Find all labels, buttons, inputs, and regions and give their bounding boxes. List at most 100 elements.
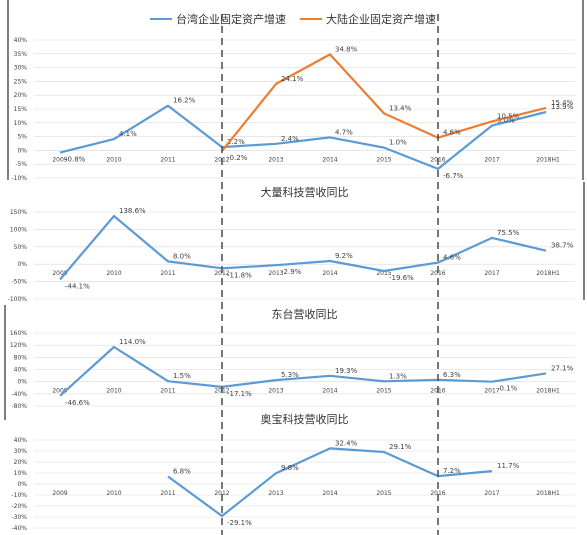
- data-label: 8.0%: [173, 252, 191, 260]
- y-tick-label: 10%: [14, 470, 28, 477]
- x-tick-label: 2017: [484, 156, 499, 163]
- chart-title: 东台营收同比: [272, 307, 338, 321]
- data-label: -19.6%: [389, 274, 414, 282]
- series-line-1: [59, 104, 547, 170]
- y-tick-label: -10%: [11, 175, 27, 182]
- data-label: 9.8%: [281, 464, 299, 472]
- y-tick-label: 15%: [14, 106, 28, 113]
- y-tick-label: 150%: [10, 209, 27, 216]
- series-line-2: [221, 53, 547, 152]
- data-label: 7.2%: [443, 467, 461, 475]
- y-tick-label: -80%: [11, 403, 27, 410]
- chart-panel-4: 奥宝科技营收同比 40% 30% 20% 10% 0% -10% -20% -30% -40% 20…: [11, 412, 575, 532]
- x-tick-label: 2014: [322, 156, 337, 163]
- x-tick-label: 2009: [52, 270, 67, 277]
- x-tick-label: 2015: [376, 388, 391, 395]
- y-tick-label: 5%: [17, 134, 27, 141]
- x-tick-label: 2017: [484, 490, 499, 497]
- data-label: 4.7%: [335, 128, 353, 136]
- data-label: 34.8%: [335, 45, 358, 53]
- data-label: 9.2%: [335, 252, 353, 260]
- data-label: 29.1%: [389, 443, 412, 451]
- data-label: 13.4%: [389, 104, 412, 112]
- data-label: 5.3%: [281, 371, 299, 379]
- data-label: -46.6%: [65, 399, 90, 407]
- data-label: -0.1%: [497, 385, 518, 393]
- x-tick-label: 2010: [106, 388, 121, 395]
- x-tick-label: 2009: [52, 156, 67, 163]
- x-tick-label: 2011: [160, 270, 175, 277]
- x-tick-label: 2017: [484, 388, 499, 395]
- y-tick-label: 35%: [14, 51, 28, 58]
- data-label: 1.5%: [173, 372, 191, 380]
- y-tick-label: 160%: [10, 330, 27, 337]
- data-label: -0.2%: [227, 154, 248, 162]
- x-tick-label: 2013: [268, 156, 283, 163]
- legend-label-2: 大陆企业固定资产增速: [326, 12, 436, 26]
- data-label: 15.4%: [551, 99, 574, 107]
- data-label: 75.5%: [497, 229, 520, 237]
- series-line-1: [59, 214, 547, 281]
- legend-label-1: 台湾企业固定资产增速: [176, 12, 286, 26]
- series-line-1: [59, 345, 547, 397]
- data-label: 4.6%: [443, 254, 461, 262]
- y-tick-label: 20%: [14, 459, 28, 466]
- y-tick-label: 30%: [14, 65, 28, 72]
- y-tick-label: 40%: [14, 37, 28, 44]
- x-tick-label: 2015: [376, 156, 391, 163]
- x-tick-label: 2009: [52, 490, 67, 497]
- y-tick-label: 80%: [14, 354, 28, 361]
- x-tick-label: 2013: [268, 270, 283, 277]
- data-label: 38.7%: [551, 242, 574, 250]
- y-tick-label: -40%: [11, 525, 27, 532]
- y-tick-label: 40%: [14, 437, 28, 444]
- y-tick-label: -50%: [11, 279, 27, 286]
- y-tick-label: 40%: [14, 367, 28, 374]
- data-label: 1.2%: [227, 138, 245, 146]
- x-tick-label: 2018H1: [536, 270, 560, 277]
- y-tick-label: 0%: [17, 261, 27, 268]
- x-tick-label: 2010: [106, 156, 121, 163]
- y-tick-label: 0%: [17, 379, 27, 386]
- y-tick-label: 25%: [14, 78, 28, 85]
- x-tick-label: 2015: [376, 270, 391, 277]
- y-tick-label: -30%: [11, 514, 27, 521]
- data-label: 10.5%: [497, 112, 520, 120]
- x-tick-label: 2010: [106, 270, 121, 277]
- data-label: 11.7%: [497, 462, 520, 470]
- data-label: 9.0%: [497, 117, 515, 125]
- y-tick-label: -100%: [8, 296, 28, 303]
- y-tick-label: -20%: [11, 503, 27, 510]
- chart-title: 奥宝科技营收同比: [261, 412, 349, 426]
- chart-title: 大量科技营收同比: [261, 185, 349, 199]
- x-tick-label: 2014: [322, 270, 337, 277]
- x-tick-label: 2014: [322, 490, 337, 497]
- chart-panel-2: 大量科技营收同比 150% 100% 50% 0% -50% -100% 2009 2010 20…: [8, 185, 575, 303]
- y-tick-label: 100%: [10, 226, 27, 233]
- x-tick-label: 2010: [106, 490, 121, 497]
- y-tick-label: -5%: [15, 161, 27, 168]
- x-tick-label: 2017: [484, 270, 499, 277]
- y-tick-label: 20%: [14, 92, 28, 99]
- data-label: -0.8%: [65, 156, 86, 164]
- x-tick-label: 2012: [214, 270, 229, 277]
- data-label: 138.6%: [119, 207, 146, 215]
- x-tick-label: 2013: [268, 490, 283, 497]
- y-tick-label: 0%: [17, 481, 27, 488]
- x-tick-label: 2015: [376, 490, 391, 497]
- y-tick-label: 30%: [14, 448, 28, 455]
- y-tick-label: 0%: [17, 147, 27, 154]
- data-label: 24.1%: [281, 75, 304, 83]
- data-label: 6.3%: [443, 371, 461, 379]
- data-label: 1.0%: [389, 139, 407, 147]
- y-tick-label: -40%: [11, 391, 27, 398]
- x-tick-label: 2016: [430, 490, 445, 497]
- x-tick-label: 2011: [160, 490, 175, 497]
- x-tick-label: 2013: [268, 388, 283, 395]
- data-label: 27.1%: [551, 364, 574, 372]
- data-label: 6.8%: [173, 468, 191, 476]
- chart-panel-1: 40% 35% 30% 25% 20% 15% 10% 5% 0% -5% -10% 2009 2010…: [11, 37, 575, 182]
- chart-panel-3: 东台营收同比 160% 120% 80% 40% 0% -40% -80% 2009 2010 20…: [10, 307, 575, 410]
- y-tick-label: -10%: [11, 492, 27, 499]
